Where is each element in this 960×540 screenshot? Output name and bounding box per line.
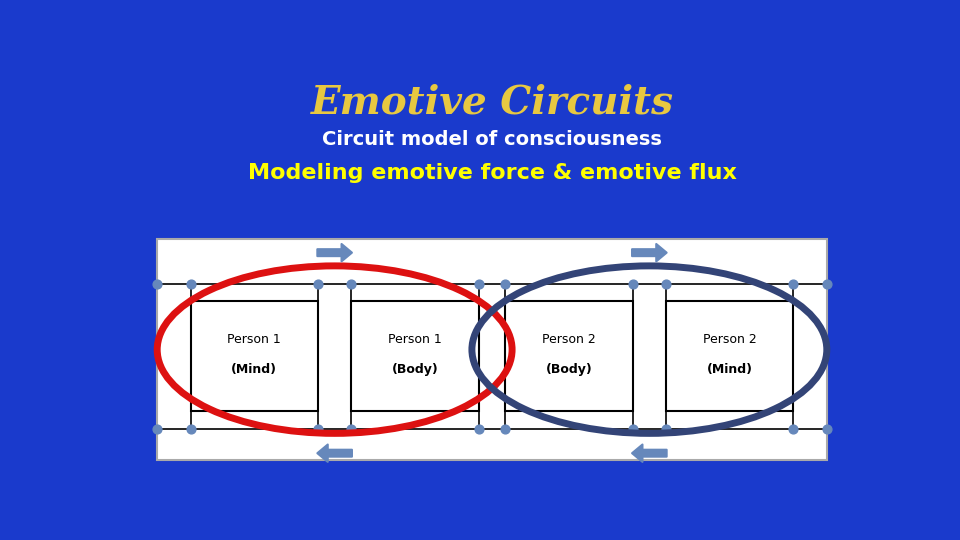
Point — [785, 424, 801, 433]
Bar — [666, 301, 793, 411]
Bar — [351, 301, 479, 411]
Text: Person 1: Person 1 — [228, 333, 281, 346]
Text: Person 2: Person 2 — [703, 333, 756, 346]
Text: Modeling emotive force & emotive flux: Modeling emotive force & emotive flux — [248, 163, 736, 183]
Point — [625, 279, 640, 288]
Point — [785, 279, 801, 288]
Bar — [505, 301, 633, 411]
Point — [310, 424, 325, 433]
Point — [344, 424, 359, 433]
Text: (Body): (Body) — [392, 363, 439, 376]
Point — [150, 424, 165, 433]
Point — [150, 279, 165, 288]
Point — [819, 279, 834, 288]
Point — [497, 424, 513, 433]
Point — [625, 424, 640, 433]
Point — [819, 424, 834, 433]
Point — [310, 279, 325, 288]
Text: Person 2: Person 2 — [542, 333, 596, 346]
Point — [659, 424, 674, 433]
Text: (Mind): (Mind) — [231, 363, 277, 376]
Bar — [157, 239, 827, 460]
Point — [344, 279, 359, 288]
Point — [659, 279, 674, 288]
Text: Emotive Circuits: Emotive Circuits — [310, 83, 674, 121]
Text: (Mind): (Mind) — [707, 363, 753, 376]
Bar — [191, 301, 318, 411]
Point — [497, 279, 513, 288]
Text: Circuit model of consciousness: Circuit model of consciousness — [322, 130, 662, 149]
Point — [183, 424, 199, 433]
Text: Person 1: Person 1 — [388, 333, 442, 346]
Text: (Body): (Body) — [545, 363, 592, 376]
Point — [471, 279, 487, 288]
Point — [471, 424, 487, 433]
Point — [183, 279, 199, 288]
